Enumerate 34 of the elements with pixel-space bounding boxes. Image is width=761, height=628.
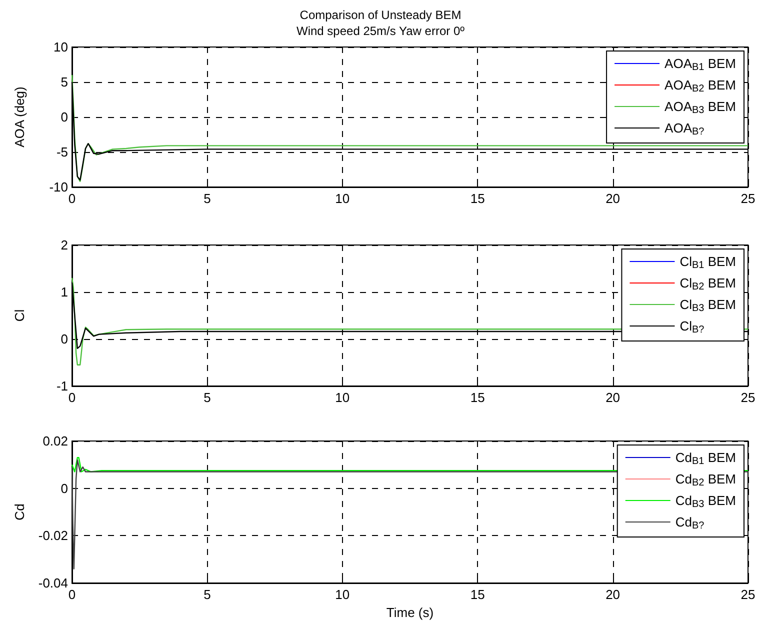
y-tick-label: -0.02 [38, 528, 68, 544]
y-tick-label: 2 [60, 238, 68, 252]
y-tick-label: -5 [56, 144, 68, 160]
x-tick-label: 25 [740, 587, 756, 602]
y-tick-label: -10 [49, 180, 68, 194]
chart-title: Comparison of Unsteady BEM [300, 8, 462, 22]
y-axis-title: Cl [12, 309, 27, 322]
x-tick-label: 10 [335, 390, 350, 405]
x-tick-label: 15 [470, 390, 485, 405]
y-tick-label: 10 [54, 40, 68, 54]
x-tick-label: 5 [204, 390, 211, 405]
x-tick-label: 15 [470, 587, 485, 602]
y-axis-title: AOA (deg) [12, 86, 27, 148]
x-tick-label: 5 [204, 587, 211, 602]
x-tick-label: 10 [335, 191, 350, 206]
y-axis-title: Cd [12, 504, 27, 520]
y-tick-label: 0 [60, 332, 68, 346]
y-tick-label: 0.02 [42, 434, 68, 448]
chart-subtitle: Wind speed 25m/s Yaw error 0º [296, 24, 466, 38]
x-tick-label: 10 [335, 587, 350, 602]
x-axis-title: Time (s) [386, 604, 434, 620]
x-tick-label: 25 [740, 191, 756, 206]
y-tick-label: -1 [56, 378, 68, 394]
y-tick-label: 0 [60, 480, 68, 496]
x-tick-label: 5 [204, 191, 211, 206]
x-tick-label: 25 [740, 390, 756, 405]
x-tick-label: 20 [606, 390, 620, 405]
y-tick-label: -0.04 [38, 576, 68, 590]
y-tick-label: 1 [60, 284, 68, 300]
x-tick-label: 20 [606, 587, 620, 602]
x-tick-label: 20 [606, 191, 620, 206]
y-tick-label: 0 [60, 110, 68, 124]
x-tick-label: 15 [470, 191, 485, 206]
y-tick-label: 5 [60, 74, 68, 90]
